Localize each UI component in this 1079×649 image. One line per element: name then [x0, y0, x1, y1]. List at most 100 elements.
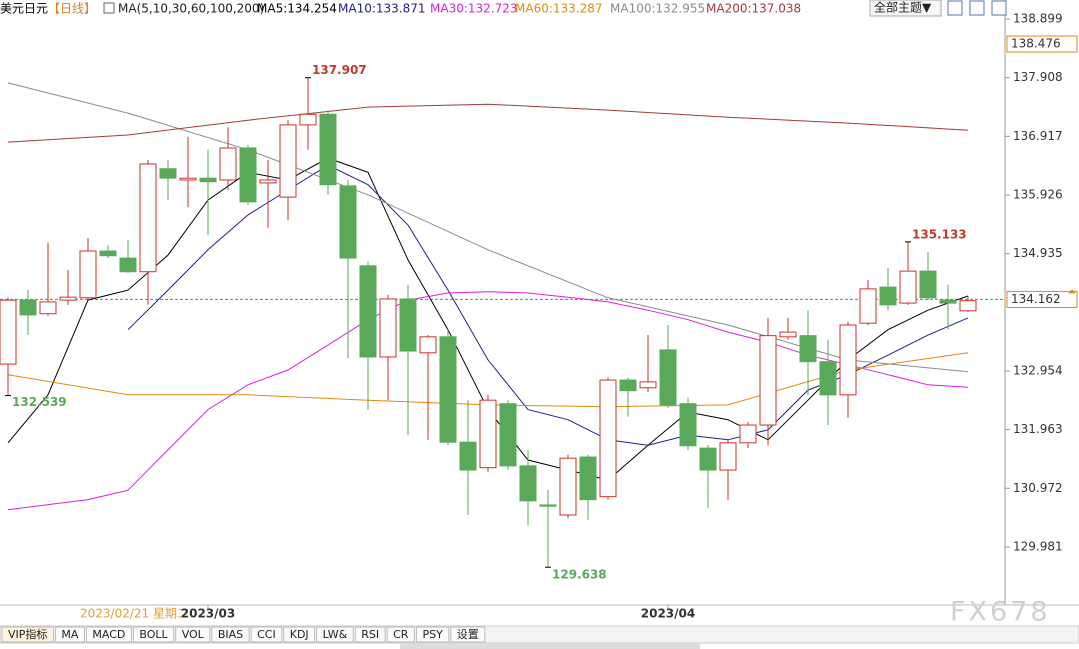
legend-entry: MA30:132.723 [430, 2, 518, 16]
y-tick-label: 136.917 [1013, 129, 1063, 143]
tab-box [283, 626, 316, 643]
zoom-out-button[interactable] [969, 0, 985, 16]
candle-body [739, 424, 757, 444]
candle-body [519, 465, 537, 502]
candle-body [59, 296, 77, 301]
tab[interactable]: BIAS [211, 626, 250, 643]
price-marker-label: 134.162 [1011, 292, 1061, 306]
candle-body [119, 257, 137, 273]
candle-body [239, 147, 257, 203]
candle-body [559, 457, 577, 516]
tab-box [175, 626, 211, 643]
tab[interactable]: VIP指标 [1, 626, 54, 643]
annotation-label: 137.907 [312, 63, 367, 77]
tab-label: 设置 [457, 628, 479, 641]
ma-checkbox[interactable] [103, 2, 115, 14]
candle-body [659, 349, 677, 406]
candle-body [139, 163, 157, 273]
tab-label: RSI [361, 628, 379, 641]
tab-box [132, 626, 175, 643]
candle-body [99, 250, 117, 257]
candle-body [319, 113, 337, 186]
candle-body [819, 361, 837, 396]
candle-body [619, 379, 637, 392]
fullscreen-button[interactable] [991, 0, 1007, 16]
candle-body [759, 335, 777, 426]
y-tick-label: 130.972 [1013, 481, 1063, 495]
candle-body [339, 185, 357, 259]
tab-label: VOL [182, 628, 205, 641]
tab[interactable]: KDJ [283, 626, 316, 643]
candle-body [859, 288, 877, 324]
candle-body [159, 168, 177, 179]
period-label: 【日线】 [48, 2, 96, 16]
candle-body [0, 299, 17, 365]
y-tick-label: 137.908 [1013, 70, 1063, 84]
candle-body [539, 504, 557, 507]
tab[interactable]: MA [54, 626, 85, 643]
candle-body [799, 335, 817, 363]
scrollbar [400, 643, 700, 649]
tab-label: PSY [422, 628, 443, 641]
candle-body [79, 250, 97, 299]
y-tick-label: 135.926 [1013, 187, 1063, 201]
legend-entry: MA100:132.955 [610, 2, 705, 16]
symbol-title: 美元日元 [0, 2, 48, 16]
tab[interactable]: VOL [175, 626, 211, 643]
tab-label: VIP指标 [8, 627, 47, 641]
candle-body [199, 177, 217, 183]
tab[interactable]: 设置 [450, 626, 486, 643]
candle-body [439, 336, 457, 443]
y-tick-label: 138.899 [1013, 12, 1063, 26]
tab-box [1, 626, 54, 643]
tab[interactable]: CCI [250, 626, 283, 643]
annotation-label: 132.539 [12, 395, 67, 409]
legend-entry: MA60:133.287 [515, 2, 603, 16]
theme-button-label: 全部主题▼ [874, 0, 932, 15]
ma-line [7, 103, 969, 143]
tab-label: CR [393, 628, 409, 641]
tab[interactable]: LW& [316, 626, 354, 643]
tab-label: MA [61, 628, 78, 641]
annotation-label: 129.638 [552, 568, 607, 582]
tab-label: KDJ [290, 628, 309, 641]
candle-body [379, 298, 397, 358]
x-tick-label: 2023/03 [181, 607, 235, 621]
y-tick-label: 134.935 [1013, 246, 1063, 260]
legend-entry: MA200:137.038 [706, 2, 801, 16]
tab-label: BOLL [139, 628, 168, 641]
tab[interactable]: PSY [415, 626, 450, 643]
candle-body [279, 124, 297, 198]
candle-body [499, 403, 517, 467]
tab-box [354, 626, 386, 643]
tab[interactable]: BOLL [132, 626, 175, 643]
candle-body [639, 381, 657, 389]
candle-body [179, 177, 197, 181]
tab[interactable]: CR [386, 626, 415, 643]
candle-body [19, 299, 37, 316]
tab[interactable]: MACD [85, 626, 132, 643]
zoom-in-button[interactable] [947, 0, 963, 16]
tab[interactable]: RSI [354, 626, 386, 643]
legend-entry: MA5:134.254 [257, 2, 337, 16]
candle-body [39, 301, 57, 315]
tab-box [250, 626, 283, 643]
candle-body [719, 442, 737, 471]
price-marker-box [1006, 290, 1078, 308]
tab-box [386, 626, 415, 643]
candle-body [919, 270, 937, 299]
x-tick-label: 2023/04 [641, 607, 695, 621]
candle-body [879, 286, 897, 306]
candle-body [959, 300, 977, 312]
candle-body [419, 336, 437, 354]
y-tick-label: 129.981 [1013, 539, 1063, 553]
candle-body [219, 147, 237, 181]
y-tick-label: 132.954 [1013, 363, 1063, 377]
watermark: FX678 [950, 597, 1051, 628]
y-tick-label: 131.963 [1013, 422, 1063, 436]
candle-body [779, 331, 797, 338]
price-marker-arrow [1068, 289, 1076, 294]
theme-button[interactable] [869, 0, 942, 17]
level-marker-label: 138.476 [1011, 37, 1061, 51]
